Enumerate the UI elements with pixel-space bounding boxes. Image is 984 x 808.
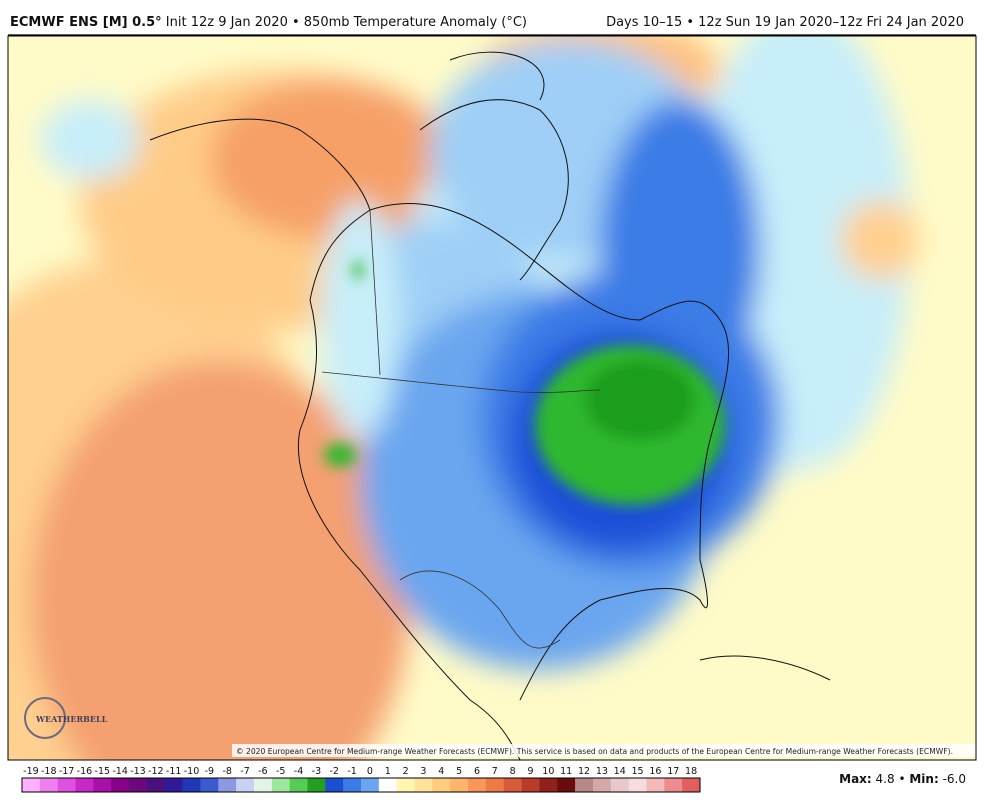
colorbar-cell xyxy=(22,778,41,792)
colorbar-cell xyxy=(378,778,397,792)
colorbar-cell xyxy=(253,778,273,792)
colorbar-cell xyxy=(682,778,701,792)
cold-core xyxy=(324,260,725,505)
colorbar-cell xyxy=(432,778,451,792)
coastlines xyxy=(149,51,831,760)
borders xyxy=(321,209,601,649)
colorbar-cell xyxy=(75,778,94,792)
colorbar-cell xyxy=(307,778,326,792)
colorbar-cell xyxy=(414,778,433,792)
colorbar-cell xyxy=(503,778,522,792)
colorbar-cell xyxy=(557,778,576,792)
colorbar-label: -1 xyxy=(347,766,356,777)
colorbar-label: -6 xyxy=(258,766,267,777)
colorbar-cell xyxy=(396,778,415,792)
colorbar-label: -12 xyxy=(148,766,164,777)
colorbar-label: 2 xyxy=(403,766,409,777)
colorbar-cell xyxy=(271,778,290,792)
logo: WEATHERBELL xyxy=(35,714,108,724)
colorbar-cell xyxy=(539,778,558,792)
colorbar-label: -4 xyxy=(294,766,303,777)
colorbar-cell xyxy=(343,778,362,792)
colorbar-cell xyxy=(57,778,76,792)
colorbar-label: -3 xyxy=(312,766,321,777)
colorbar-label: -16 xyxy=(77,766,93,777)
colorbar-label: 16 xyxy=(649,766,661,777)
colorbar-label: -11 xyxy=(166,766,182,777)
copyright-bg xyxy=(232,744,976,757)
colorbar-cell xyxy=(129,778,148,792)
map-frame xyxy=(7,35,977,761)
title-rest: Init 12z 9 Jan 2020 • 850mb Temperature … xyxy=(166,15,527,30)
colorbar-cell xyxy=(361,778,380,792)
colorbar: -19 -18 -17 -16 -15 -14 -13 -12 -11 -10 -9 -8 -7 -6 -5… xyxy=(21,766,701,793)
colorbar-label: 18 xyxy=(685,766,697,777)
max-label: Max: xyxy=(839,772,872,786)
colorbar-label: 4 xyxy=(438,766,444,777)
min-value: -6.0 xyxy=(943,772,966,786)
colorbar-label: -8 xyxy=(222,766,231,777)
colorbar-cell xyxy=(485,778,505,792)
colorbar-cell xyxy=(111,778,130,792)
stats: Max: 4.8 • Min: -6.0 xyxy=(839,772,966,786)
colorbar-label: -13 xyxy=(130,766,146,777)
colorbar-cell xyxy=(468,778,487,792)
colorbar-cell xyxy=(592,778,612,792)
colorbar-cell xyxy=(610,778,629,792)
colorbar-cell xyxy=(200,778,219,792)
colorbar-label: 14 xyxy=(614,766,626,777)
map: © 2020 European Centre for Medium-range … xyxy=(8,36,976,760)
colorbar-label: -18 xyxy=(41,766,57,777)
colorbar-label: 1 xyxy=(385,766,391,777)
colorbar-label: -5 xyxy=(276,766,285,777)
colorbar-label: -19 xyxy=(23,766,39,777)
colorbar-frame xyxy=(21,777,701,793)
colorbar-label: -14 xyxy=(112,766,128,777)
colorbar-label: -7 xyxy=(240,766,249,777)
colorbar-label: 10 xyxy=(542,766,554,777)
title: ECMWF ENS [M] 0.5° Init 12z 9 Jan 2020 •… xyxy=(10,15,527,30)
colorbar-label: 12 xyxy=(578,766,590,777)
copyright: © 2020 European Centre for Medium-range … xyxy=(236,747,953,756)
valid-time: Days 10–15 • 12z Sun 19 Jan 2020–12z Fri… xyxy=(606,15,964,30)
colorbar-label: -2 xyxy=(329,766,338,777)
logo-ring xyxy=(24,697,66,739)
colorbar-label: 11 xyxy=(560,766,572,777)
min-label: Min: xyxy=(909,772,938,786)
colorbar-cell xyxy=(575,778,594,792)
colorbar-cell xyxy=(236,778,255,792)
colorbar-label: -15 xyxy=(95,766,111,777)
colorbar-cell xyxy=(182,778,201,792)
colorbar-cell xyxy=(628,778,647,792)
colorbar-label: 7 xyxy=(492,766,498,777)
colorbar-label: -9 xyxy=(205,766,214,777)
colorbar-label: 15 xyxy=(632,766,644,777)
colorbar-cell xyxy=(289,778,308,792)
colorbar-label: 6 xyxy=(474,766,480,777)
colorbar-label: 17 xyxy=(667,766,679,777)
colorbar-label: -17 xyxy=(59,766,75,777)
title-bold: ECMWF ENS [M] 0.5° xyxy=(10,15,162,30)
colorbar-cell xyxy=(39,778,58,792)
max-value: 4.8 xyxy=(876,772,895,786)
colorbar-cell xyxy=(646,778,665,792)
colorbar-cell xyxy=(521,778,540,792)
colorbar-label: 9 xyxy=(527,766,533,777)
colorbar-label: 13 xyxy=(596,766,608,777)
colorbar-label: 3 xyxy=(420,766,426,777)
colorbar-label: 0 xyxy=(367,766,373,777)
colorbar-cell xyxy=(218,778,237,792)
colorbar-cell xyxy=(146,778,166,792)
colorbar-cell xyxy=(325,778,344,792)
colorbar-cell xyxy=(164,778,183,792)
colorbar-cell xyxy=(93,778,112,792)
colorbar-cell xyxy=(664,778,683,792)
colorbar-label: -10 xyxy=(184,766,200,777)
colorbar-cell xyxy=(450,778,469,792)
colorbar-label: 5 xyxy=(456,766,462,777)
colorbar-label: 8 xyxy=(510,766,516,777)
